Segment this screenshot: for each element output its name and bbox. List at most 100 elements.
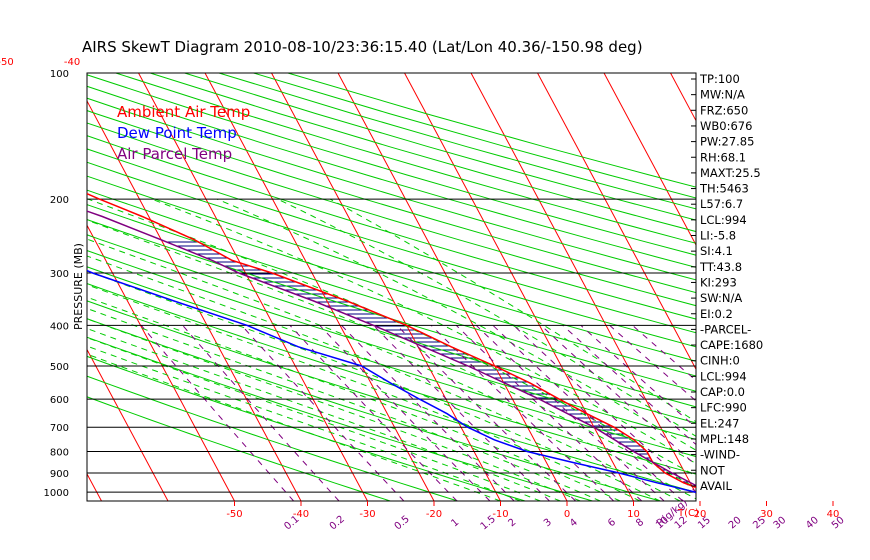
index-label: LI:-5.8 xyxy=(700,229,736,243)
mixing-ratio-tick-label: 0.2 xyxy=(328,514,347,533)
dry-adiabat-line xyxy=(87,396,391,501)
bottom-temp-tick-label: 10 xyxy=(627,509,640,520)
dry-adiabat-line xyxy=(87,135,696,320)
isotherm-line xyxy=(603,73,696,246)
index-label: RH:68.1 xyxy=(700,150,746,164)
pressure-tick-label: 500 xyxy=(50,362,69,373)
index-label: TT:43.8 xyxy=(699,260,742,274)
moist-adiabat-line xyxy=(87,307,601,501)
isotherm-line xyxy=(537,73,696,371)
moist-adiabat-line xyxy=(87,238,696,500)
index-label: -PARCEL- xyxy=(700,322,751,336)
mixing-ratio-line xyxy=(319,324,491,501)
mixing-ratio-tick-label: 2 xyxy=(507,517,519,530)
moist-adiabat-line xyxy=(87,327,561,501)
mixing-ratio-tick-label: 20 xyxy=(727,515,744,532)
dry-adiabat-line xyxy=(87,85,696,268)
profile-series xyxy=(87,192,696,494)
isotherm-line xyxy=(404,73,634,501)
index-label: EI:0.2 xyxy=(700,307,733,321)
legend: Ambient Air Temp Dew Point Temp Air Parcel… xyxy=(117,103,250,163)
dry-adiabat-line xyxy=(87,189,696,377)
pressure-tick-label: 800 xyxy=(50,448,69,459)
isotherm-line xyxy=(337,73,568,501)
isotherm-lines xyxy=(87,73,870,501)
bottom-temp-tick-label: -40 xyxy=(293,509,309,520)
dry-adiabat-line xyxy=(87,97,696,281)
pressure-tick-label: 300 xyxy=(50,269,69,280)
mixing-ratio-line xyxy=(492,324,684,501)
index-label: LFC:990 xyxy=(700,401,747,415)
series-line xyxy=(87,269,696,494)
index-label: KI:293 xyxy=(700,275,737,289)
mixing-ratio-tick-label: 4 xyxy=(568,517,580,530)
dry-adiabat-line xyxy=(87,336,593,501)
moist-adiabat-line xyxy=(87,318,581,501)
series-line xyxy=(87,210,696,487)
index-label: MW:N/A xyxy=(700,88,745,102)
mixing-ratio-line xyxy=(182,324,340,501)
pressure-tick-label: 600 xyxy=(50,395,69,406)
bottom-temp-tick-label: 40 xyxy=(827,509,840,520)
legend-entry: Air Parcel Temp xyxy=(117,145,232,163)
index-label: NOT xyxy=(700,463,726,477)
bottom-temp-tick-label: 30 xyxy=(760,509,773,520)
index-label: FRZ:650 xyxy=(700,103,748,117)
mixing-ratio-line xyxy=(396,324,576,501)
mixing-ratio-line xyxy=(341,324,515,501)
index-label: LCL:994 xyxy=(700,213,747,227)
index-label: PW:27.85 xyxy=(700,135,754,149)
dry-adiabat-line xyxy=(87,318,661,501)
index-label: -WIND- xyxy=(700,448,740,462)
bottom-temp-tick-label: -50 xyxy=(226,509,242,520)
isotherm-line xyxy=(737,73,870,501)
dry-adiabat-line xyxy=(87,283,696,475)
index-label: MAXT:25.5 xyxy=(700,166,761,180)
isobar-lines xyxy=(86,72,697,502)
isotherm-line xyxy=(138,73,368,501)
mixing-ratio-tick-label: 8 xyxy=(634,517,646,530)
legend-entry: Dew Point Temp xyxy=(117,124,237,142)
moist-adiabat-line xyxy=(151,198,696,465)
mixing-ratio-line xyxy=(140,324,294,501)
mixing-ratio-line xyxy=(430,324,615,501)
index-label: CAP:0.0 xyxy=(700,385,745,399)
moist-adiabat-line xyxy=(87,270,661,501)
dry-adiabat-line xyxy=(87,266,696,458)
top-temp-tick-label: -40 xyxy=(64,57,80,68)
bottom-temp-tick-label: 20 xyxy=(694,509,707,520)
pressure-tick-label: 700 xyxy=(50,423,69,434)
x-axis-unit-label: T(C) xyxy=(677,508,699,519)
dry-adiabat-line xyxy=(87,74,696,256)
mixing-ratio-line xyxy=(241,324,405,501)
mixing-ratio-tick-label: 30 xyxy=(772,515,789,532)
moist-adiabat-line xyxy=(217,198,696,451)
dry-adiabat-line xyxy=(87,250,696,441)
index-label: LCL:994 xyxy=(700,369,747,383)
dry-adiabat-line xyxy=(87,148,696,334)
pressure-tick-label: 900 xyxy=(50,469,69,480)
isotherm-line xyxy=(87,348,169,501)
dry-adiabat-line xyxy=(87,219,696,408)
index-label: CAPE:1680 xyxy=(700,338,763,352)
index-label: CINH:0 xyxy=(700,354,740,368)
mixing-ratio-line xyxy=(513,324,696,493)
dry-adiabat-line xyxy=(184,73,696,221)
index-label: TP:100 xyxy=(699,72,740,86)
index-label: AVAIL xyxy=(700,479,733,493)
index-label: WB0:676 xyxy=(700,119,752,133)
plot-frame xyxy=(86,72,697,502)
dry-adiabat-line xyxy=(253,73,696,199)
moist-adiabat-line xyxy=(277,198,696,437)
legend-entry: Ambient Air Temp xyxy=(117,103,250,121)
dry-adiabat-line xyxy=(87,175,696,362)
dry-adiabat-line xyxy=(87,375,458,501)
mixing-ratio-line xyxy=(289,324,458,501)
bottom-temp-tick-label: -10 xyxy=(492,509,508,520)
mixing-ratio-tick-label: 1 xyxy=(449,517,461,530)
dry-adiabat-line xyxy=(87,122,696,307)
top-temp-tick-label: -50 xyxy=(0,57,14,68)
bottom-temp-tick-label: -20 xyxy=(426,509,442,520)
index-label: TH:5463 xyxy=(699,182,749,196)
